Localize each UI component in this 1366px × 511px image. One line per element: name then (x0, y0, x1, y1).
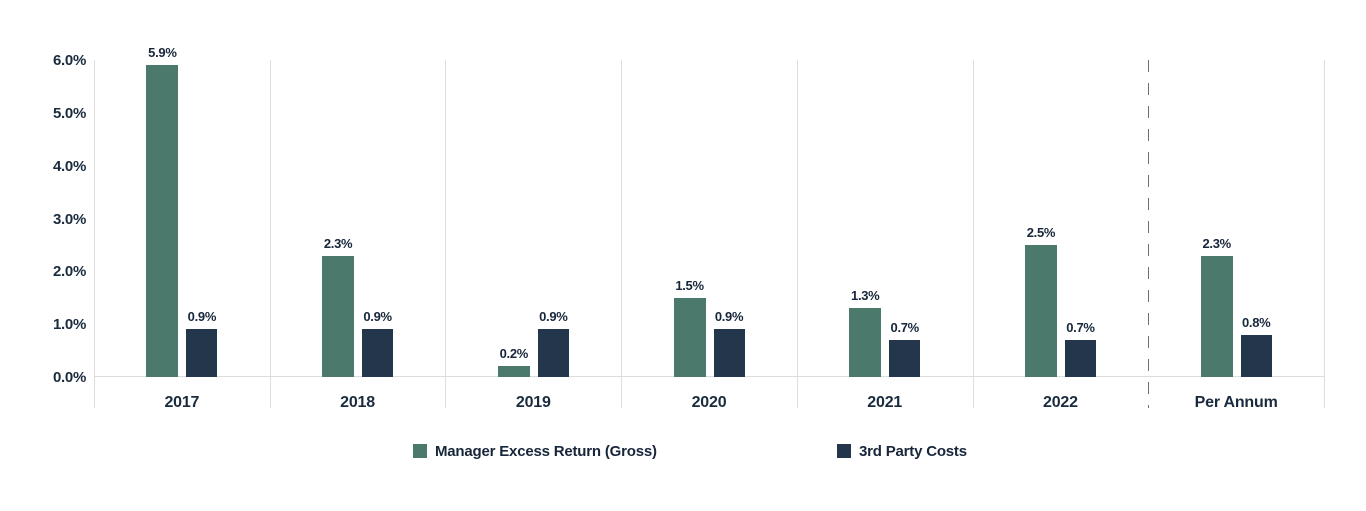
bar-green-2022 (1024, 244, 1057, 377)
legend-label: 3rd Party Costs (859, 442, 967, 460)
bar-green-2017 (146, 65, 179, 377)
group-separator-line (1324, 60, 1325, 408)
per-annum-divider-line (1148, 60, 1149, 408)
bar-navy-2020 (713, 329, 745, 377)
group-separator-line (621, 60, 622, 408)
group-separator-line (973, 60, 974, 408)
bar-green-2020 (673, 297, 706, 377)
legend-swatch-icon (837, 444, 851, 458)
bar-value-label: 0.7% (1066, 320, 1095, 335)
bar-value-label: 1.5% (675, 277, 704, 293)
x-axis-line (94, 376, 1324, 377)
x-axis-label: Per Annum (1194, 394, 1278, 411)
bar-value-label: 0.8% (1241, 314, 1271, 330)
legend: Manager Excess Return (Gross) 3rd Party C… (0, 443, 1366, 461)
group-separator-line (270, 60, 271, 408)
y-axis-tick-label: 3.0% (53, 211, 86, 228)
y-axis-tick-label: 1.0% (53, 316, 86, 333)
bar-navy-2022 (1064, 340, 1096, 377)
bar-group-2018: 2.3% 0.9% 2018 (270, 60, 446, 411)
bar-navy-2019 (537, 329, 569, 377)
x-axis-label: 2018 (340, 394, 375, 411)
bar-group-2017: 5.9% 0.9% 2017 (94, 45, 270, 411)
bar-value-label: 0.7% (890, 320, 920, 335)
bar-value-label: 2.3% (1202, 235, 1231, 251)
y-axis-tick-label: 6.0% (53, 52, 86, 69)
bar-green-2021 (849, 308, 882, 377)
bar-navy-2021 (889, 340, 921, 377)
bar-group-2022: 2.5% 0.7% 2022 (973, 60, 1149, 411)
legend-item: Manager Excess Return (Gross) (413, 442, 657, 460)
y-axis-tick-label: 0.0% (53, 369, 86, 386)
bar-value-label: 0.9% (363, 309, 392, 325)
bar-navy-per-annum (1240, 334, 1272, 377)
group-separator-line (797, 60, 798, 408)
y-axis-tick-label: 2.0% (53, 263, 86, 280)
y-axis-tick-label: 4.0% (53, 158, 86, 175)
x-axis-label: 2017 (164, 394, 200, 411)
group-separator-line (94, 60, 95, 408)
plot-area: 6.0% 5.0% 4.0% 3.0% 2.0% 1.0% 0.0% 5.9% 0.9% 2017… (53, 45, 1325, 412)
bar-value-label: 0.9% (714, 309, 744, 325)
group-separator-line (445, 60, 446, 408)
bar-value-label: 0.9% (187, 309, 217, 325)
bar-value-label: 1.3% (851, 288, 880, 304)
bar-value-label: 2.5% (1026, 224, 1056, 240)
bar-navy-2018 (362, 329, 394, 377)
bar-value-label: 5.9% (148, 45, 177, 61)
x-axis-label: 2022 (1043, 394, 1078, 411)
x-axis-label: 2019 (515, 394, 551, 411)
bar-value-label: 0.2% (499, 346, 529, 362)
bar-green-2019 (497, 366, 530, 377)
bar-group-2020: 1.5% 0.9% 2020 (621, 60, 797, 411)
bar-group-2021: 1.3% 0.7% 2021 (797, 60, 973, 411)
bar-navy-2017 (186, 329, 218, 377)
bar-group-per-annum: 2.3% 0.8% Per Annum (1148, 60, 1324, 412)
bar-green-2018 (322, 255, 355, 377)
bar-green-per-annum (1200, 255, 1233, 377)
legend-swatch-icon (413, 444, 427, 458)
x-axis-label: 2020 (691, 394, 727, 411)
bar-value-label: 0.9% (539, 309, 568, 325)
legend-label: Manager Excess Return (Gross) (435, 442, 657, 460)
bar-group-2019: 0.2% 0.9% 2019 (445, 60, 621, 411)
legend-item: 3rd Party Costs (837, 442, 967, 460)
x-axis-label: 2021 (867, 394, 903, 411)
bar-value-label: 2.3% (323, 235, 353, 251)
y-axis-tick-label: 5.0% (53, 105, 86, 122)
